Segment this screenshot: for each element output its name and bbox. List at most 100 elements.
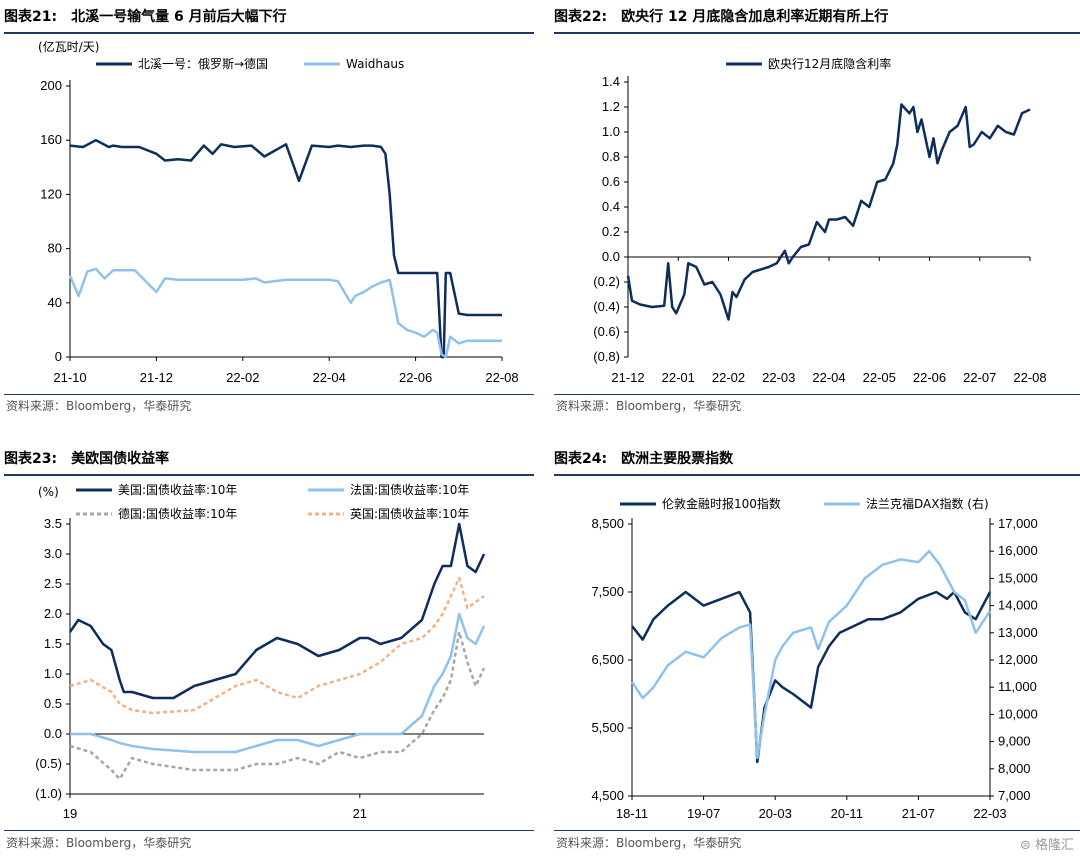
x-tick-label: 21-07: [902, 806, 935, 821]
x-tick-label: 22-03: [762, 370, 795, 385]
legend-label-3: 德国:国债收益率:10年: [118, 506, 237, 521]
legend-label-1: 美国:国债收益率:10年: [118, 482, 237, 497]
x-tick-label: 22-04: [812, 370, 845, 385]
y2-tick-label: 11,000: [998, 679, 1037, 694]
x-tick-label: 22-08: [485, 370, 518, 385]
y-tick-label: 0.8: [602, 149, 620, 164]
y-tick-label: 2.5: [44, 576, 62, 591]
y-tick-label: 1.0: [44, 666, 62, 681]
series-line-2: [68, 267, 502, 359]
legend-label-2: Waidhaus: [346, 57, 404, 71]
x-tick-label: 20-03: [759, 806, 792, 821]
panel-title-text: 欧洲主要股票指数: [621, 451, 734, 467]
y-tick-label: 0.2: [602, 224, 620, 239]
chart-european-indices: 4,500 5,500 6,500 7,500 8,500 7,000 8,000 9,000…: [591, 496, 1038, 821]
source-note: 资料来源：Bloomberg，华泰研究: [6, 836, 192, 850]
watermark-text: 格隆汇: [1034, 838, 1074, 853]
panel-title: 图表22: 欧央行 12 月底隐含加息利率近期有所上行: [554, 4, 888, 30]
y-tick-label: 0.0: [44, 726, 62, 741]
series-line-2: [630, 549, 992, 760]
series-line-1: [69, 138, 502, 359]
y-tick-label: 0.4: [602, 199, 620, 214]
panel-title-text: 欧央行 12 月底隐含加息利率近期有所上行: [621, 9, 889, 25]
legend-label-1: 伦敦金融时报100指数: [662, 496, 781, 511]
y-tick-label: (0.2): [593, 274, 620, 289]
legend-label-2: 法兰克福DAX指数 (右): [866, 496, 989, 511]
x-tick-label: 22-08: [1013, 370, 1046, 385]
x-tick-label: 19-07: [687, 806, 720, 821]
y-tick-label: 8,500: [591, 516, 624, 531]
y-tick-label: 1.0: [602, 124, 620, 139]
x-tick-label: 22-03: [973, 806, 1006, 821]
title-rule: [554, 474, 1080, 476]
y-tick-label: 4,500: [591, 788, 624, 803]
y2-tick-label: 10,000: [998, 706, 1038, 721]
y-tick-label: 80: [48, 241, 62, 256]
y-tick-label: 6,500: [591, 652, 624, 667]
x-tick-label: 18-11: [616, 806, 648, 821]
y-tick-label: 160: [40, 132, 62, 147]
y2-tick-label: 12,000: [998, 652, 1038, 667]
panel-title-number: 图表21:: [4, 9, 58, 25]
x-tick-label: 21-12: [140, 370, 173, 385]
source-rule: [554, 830, 1080, 831]
y-tick-label: (1.0): [35, 786, 62, 801]
y2-tick-label: 9,000: [998, 734, 1031, 749]
legend-label-4: 英国:国债收益率:10年: [350, 506, 469, 521]
x-tick-label: 22-04: [313, 370, 346, 385]
y-tick-label: 2.0: [44, 606, 62, 621]
x-tick-label: 19: [63, 806, 77, 821]
series-line-4: [69, 576, 485, 715]
y-tick-label: 3.0: [44, 546, 62, 561]
y-tick-label: 5,500: [591, 720, 624, 735]
panel-24: 图表24: 欧洲主要股票指数 4,500 5,500 6,500 7,500 8,500 7…: [554, 446, 1080, 856]
legend-label-1: 北溪一号：俄罗斯→德国: [138, 56, 268, 71]
panel-title: 图表21: 北溪一号输气量 6 月前后大幅下行: [4, 4, 287, 30]
x-tick-label: 21-10: [53, 370, 86, 385]
y-tick-label: 1.4: [602, 74, 620, 89]
y2-tick-label: 8,000: [998, 761, 1031, 776]
y-tick-label: (0.4): [593, 299, 620, 314]
y2-tick-label: 16,000: [998, 543, 1038, 558]
source-rule: [4, 394, 534, 395]
y-tick-label: 0: [55, 349, 62, 364]
x-tick-label: 21-12: [611, 370, 644, 385]
x-tick-label: 22-02: [226, 370, 259, 385]
source-rule: [4, 830, 534, 831]
panel-21: 图表21: 北溪一号输气量 6 月前后大幅下行 (亿瓦时/天) 0 40 80 120 16…: [4, 4, 534, 420]
panel-22: 图表22: 欧央行 12 月底隐含加息利率近期有所上行 (0.8) (0.6) (0.…: [554, 4, 1080, 420]
panel-title-text: 美欧国债收益率: [71, 451, 170, 467]
y-tick-label: 0.5: [44, 696, 62, 711]
title-rule: [4, 32, 534, 34]
x-tick-label: 22-06: [913, 370, 946, 385]
y-tick-label: 200: [40, 78, 62, 93]
panel-title: 图表24: 欧洲主要股票指数: [554, 446, 733, 472]
series-line-1: [626, 103, 1031, 321]
y2-tick-label: 17,000: [998, 516, 1038, 531]
panel-title-number: 图表23:: [4, 451, 58, 467]
series-line-1: [68, 522, 486, 700]
series-line-1: [631, 590, 992, 764]
y-tick-label: (0.5): [35, 756, 62, 771]
x-tick-label: 22-07: [963, 370, 996, 385]
chart-nordstream: (亿瓦时/天) 0 40 80 120 160 200 21-10 21-12 22-02 22-0…: [38, 39, 519, 385]
panel-title: 图表23: 美欧国债收益率: [4, 446, 169, 472]
panel-title-number: 图表22:: [554, 9, 608, 25]
legend-label-2: 法国:国债收益率:10年: [350, 482, 469, 497]
y-tick-label: 0.0: [602, 249, 620, 264]
x-tick-label: 22-05: [863, 370, 896, 385]
source-note: 资料来源：Bloomberg，华泰研究: [556, 399, 742, 413]
chart-ecb-implied-rate: (0.8) (0.6) (0.4) (0.2) 0.0 0.2 0.4 0.6 0.8 1.0 1.…: [593, 56, 1046, 385]
y-tick-label: 1.5: [44, 636, 62, 651]
source-note: 资料来源：Bloomberg，华泰研究: [556, 836, 742, 850]
panel-23: 图表23: 美欧国债收益率 (%) (1.0) (0.5) 0.0 0.5 1.0 1.5 2.…: [4, 446, 534, 856]
legend-label-1: 欧央行12月底隐含利率: [768, 56, 891, 71]
source-rule: [554, 394, 1080, 395]
x-tick-label: 22-01: [662, 370, 695, 385]
y-tick-label: (0.6): [593, 324, 620, 339]
y-tick-label: 120: [40, 186, 62, 201]
y2-tick-label: 15,000: [998, 570, 1038, 585]
y-tick-label: 7,500: [591, 584, 624, 599]
series-line-2: [70, 612, 486, 754]
title-rule: [4, 474, 534, 476]
